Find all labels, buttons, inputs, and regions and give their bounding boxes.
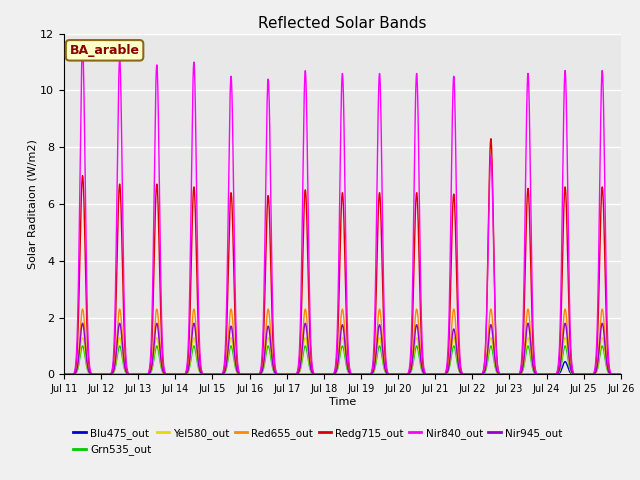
Redg715_out [617, 372, 625, 377]
Blu475_out [561, 359, 569, 364]
Nir945_out [617, 372, 625, 377]
Blu475_out [157, 372, 164, 377]
Grn535_out [617, 372, 625, 377]
Yel580_out [274, 372, 282, 377]
Nir840_out [606, 368, 614, 374]
Yel580_out [546, 372, 554, 377]
Grn535_out [79, 343, 86, 349]
Nir840_out [617, 372, 625, 377]
Blu475_out [60, 372, 68, 377]
Red655_out [124, 371, 132, 377]
Grn535_out [298, 360, 306, 365]
Redg715_out [60, 372, 68, 377]
Nir840_out [298, 245, 306, 251]
Nir840_out [60, 372, 68, 377]
Y-axis label: Solar Raditaion (W/m2): Solar Raditaion (W/m2) [28, 139, 37, 269]
Line: Redg715_out: Redg715_out [64, 139, 621, 374]
Nir840_out [124, 369, 132, 374]
Redg715_out [298, 302, 305, 308]
Redg715_out [487, 136, 495, 142]
Nir945_out [274, 372, 282, 377]
Nir945_out [546, 372, 554, 377]
Red655_out [79, 306, 86, 312]
Nir945_out [157, 355, 164, 361]
Line: Nir840_out: Nir840_out [64, 48, 621, 374]
Red655_out [157, 351, 164, 357]
Nir840_out [546, 372, 554, 377]
Yel580_out [606, 371, 614, 377]
Redg715_out [606, 370, 614, 375]
Blu475_out [298, 372, 305, 377]
Nir945_out [60, 372, 68, 377]
Nir945_out [298, 350, 306, 356]
Yel580_out [60, 372, 68, 377]
Red655_out [60, 372, 68, 377]
Grn535_out [124, 371, 132, 377]
Nir840_out [79, 45, 86, 51]
Yel580_out [124, 371, 132, 377]
Grn535_out [157, 362, 164, 368]
Blu475_out [274, 372, 282, 377]
Nir945_out [606, 371, 614, 377]
Blu475_out [546, 372, 554, 377]
Blu475_out [606, 372, 614, 377]
Blu475_out [617, 372, 625, 377]
Line: Grn535_out: Grn535_out [64, 346, 621, 374]
Nir840_out [274, 372, 282, 377]
Redg715_out [124, 370, 131, 375]
Line: Blu475_out: Blu475_out [64, 361, 621, 374]
Redg715_out [274, 372, 282, 377]
Red655_out [606, 371, 614, 376]
Line: Yel580_out: Yel580_out [64, 337, 621, 374]
Yel580_out [298, 356, 306, 362]
Grn535_out [606, 371, 614, 377]
Title: Reflected Solar Bands: Reflected Solar Bands [258, 16, 427, 31]
Text: BA_arable: BA_arable [70, 44, 140, 57]
Grn535_out [274, 372, 282, 377]
Line: Nir945_out: Nir945_out [64, 324, 621, 374]
Blu475_out [124, 372, 131, 377]
Legend: Blu475_out, Grn535_out, Yel580_out, Red655_out, Redg715_out, Nir840_out, Nir945_: Blu475_out, Grn535_out, Yel580_out, Red6… [69, 424, 566, 459]
Nir840_out [157, 273, 164, 279]
Nir945_out [124, 371, 132, 377]
Red655_out [298, 345, 306, 350]
Yel580_out [157, 360, 164, 365]
Redg715_out [157, 304, 164, 310]
Red655_out [274, 372, 282, 377]
Nir945_out [79, 321, 86, 326]
Yel580_out [79, 335, 86, 340]
X-axis label: Time: Time [329, 397, 356, 407]
Redg715_out [546, 372, 554, 377]
Red655_out [617, 372, 625, 377]
Yel580_out [617, 372, 625, 377]
Red655_out [546, 372, 554, 377]
Grn535_out [546, 372, 554, 377]
Grn535_out [60, 372, 68, 377]
Line: Red655_out: Red655_out [64, 309, 621, 374]
